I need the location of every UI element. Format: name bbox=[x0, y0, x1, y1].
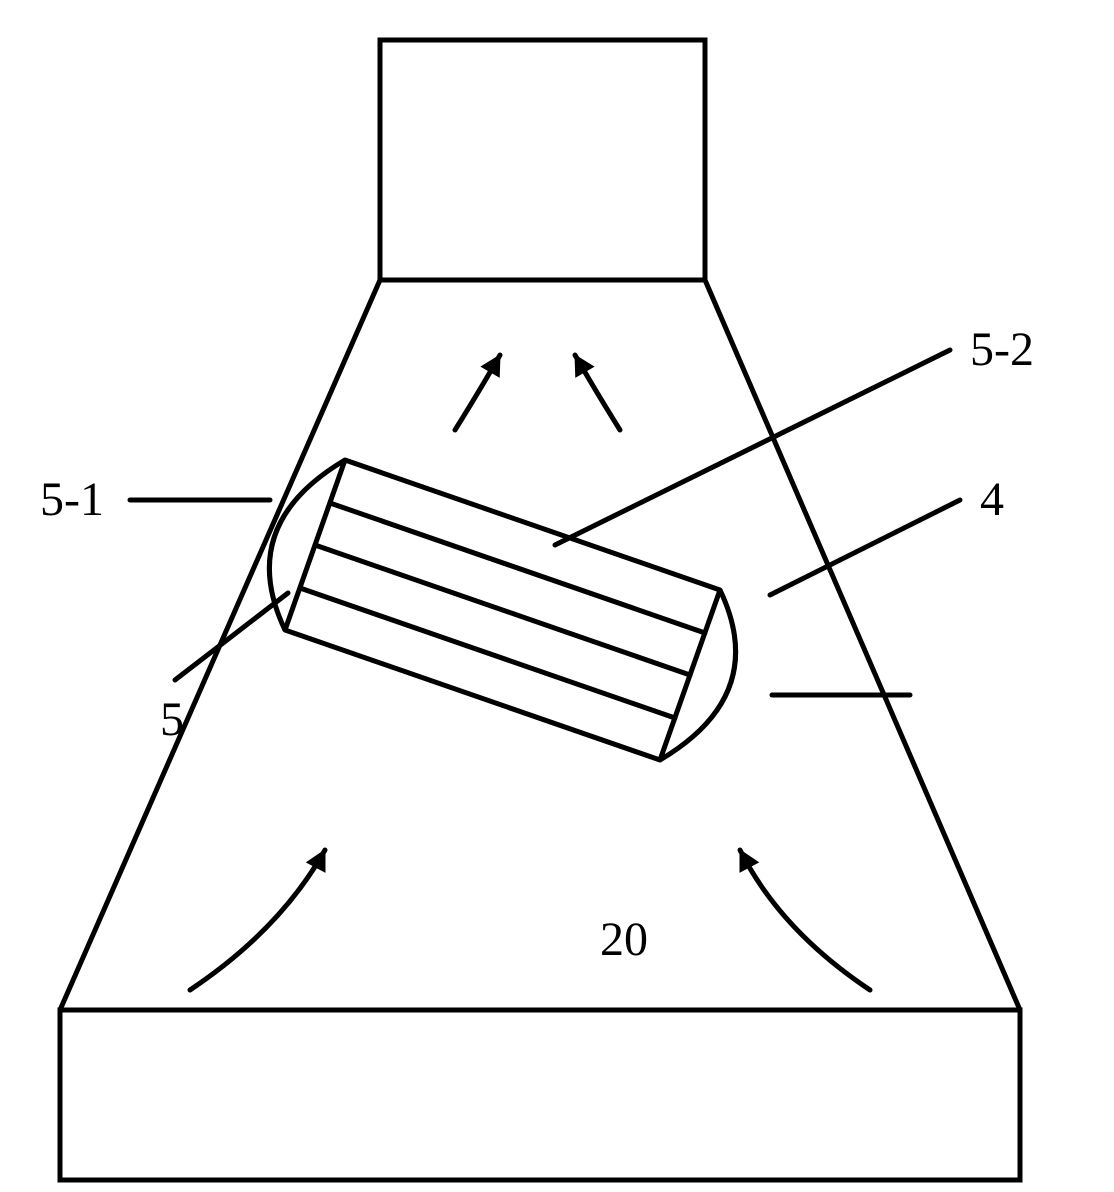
flow-arrow-bot_right bbox=[740, 850, 870, 990]
leader-l_5_2 bbox=[555, 350, 950, 545]
label-l_20: 20 bbox=[600, 913, 648, 966]
flow-arrow-bot_left bbox=[190, 850, 325, 990]
leader-l_5 bbox=[175, 593, 288, 680]
hood-body bbox=[60, 280, 1020, 1010]
label-l_5_2: 5-2 bbox=[970, 323, 1034, 376]
label-l_5: 5 bbox=[160, 693, 184, 746]
label-l_5_1: 5-1 bbox=[40, 473, 104, 526]
top-rect bbox=[380, 40, 705, 280]
base-rect bbox=[60, 1010, 1020, 1180]
label-l_4: 4 bbox=[980, 473, 1004, 526]
leader-l_4 bbox=[770, 500, 960, 595]
